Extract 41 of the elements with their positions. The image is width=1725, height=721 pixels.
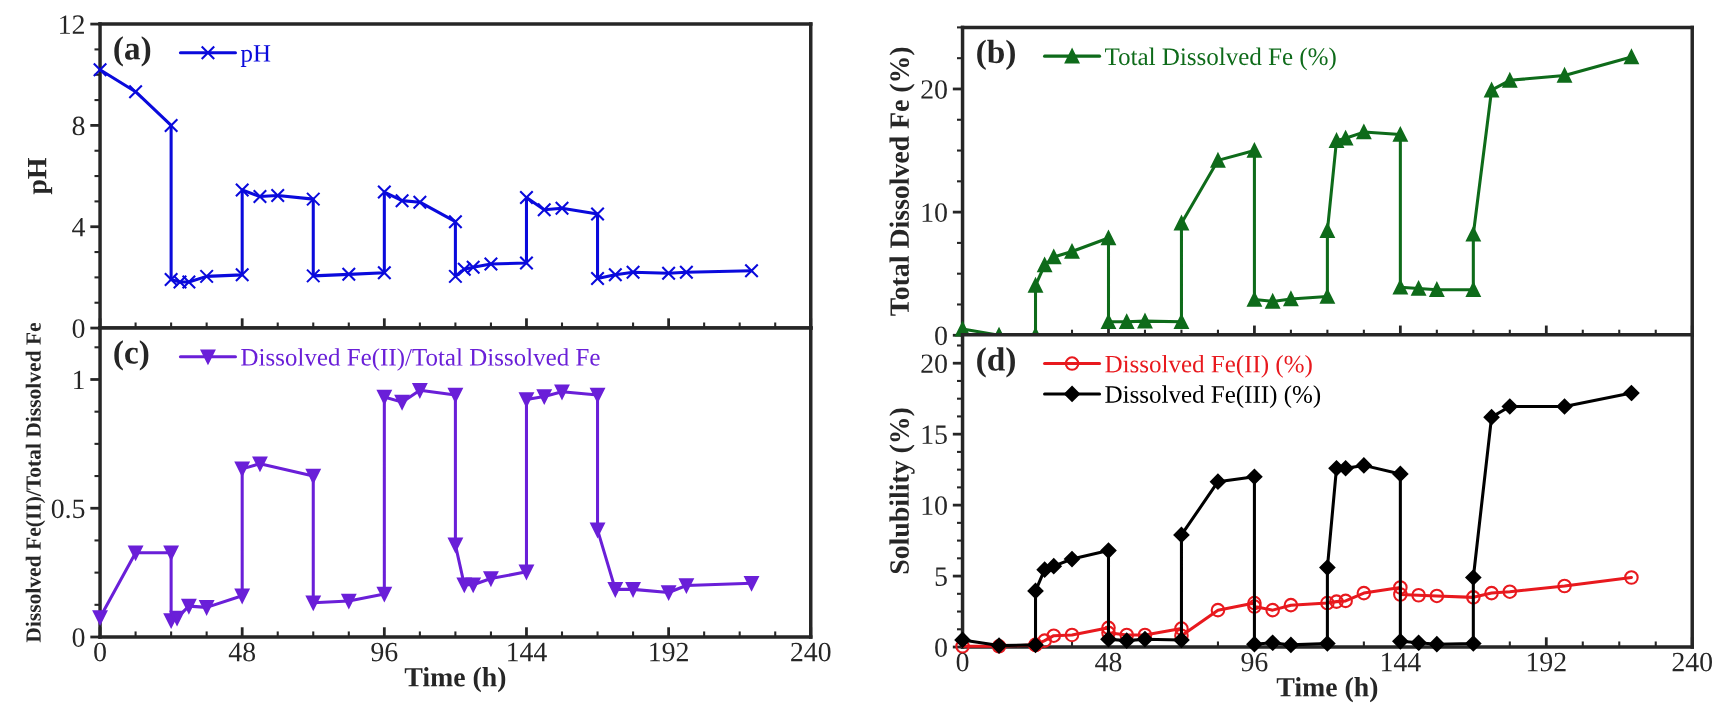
y-tick-label: 0.5	[51, 499, 85, 519]
y-tick-label: 10	[922, 496, 947, 516]
y-axis-title: Dissolved Fe(II)/Total Dissolved Fe	[25, 322, 46, 643]
x-tick-label: 96	[371, 642, 398, 662]
y-tick-label: 0	[935, 326, 947, 346]
x-tick-label: 48	[228, 642, 256, 662]
legend-label: Dissolved Fe(III) (%)	[1105, 385, 1321, 408]
y-tick-label: 8	[72, 116, 85, 136]
legend-label: Dissolved Fe(II) (%)	[1105, 354, 1312, 378]
y-axis-title: Total Dissolved Fe (%)	[889, 47, 915, 316]
x-tick-label: 0	[956, 652, 969, 672]
x-tick-label: 240	[1672, 652, 1712, 672]
y-tick-label: 20	[921, 354, 947, 374]
y-axis-title: pH	[28, 158, 53, 195]
x-tick-label: 48	[1095, 652, 1122, 672]
y-tick-label: 5	[935, 567, 947, 586]
x-tick-label: 192	[650, 642, 688, 662]
legend-label: Dissolved Fe(II)/Total Dissolved Fe	[241, 348, 600, 371]
y-axis-title: Solubility (%)	[889, 408, 915, 574]
x-tick-label: 240	[791, 642, 831, 662]
x-tick-label: 0	[94, 642, 106, 662]
y-tick-label: 0	[72, 628, 85, 647]
legend-label: Total Dissolved Fe (%)	[1105, 47, 1336, 71]
y-tick-label: 12	[60, 15, 84, 34]
y-tick-label: 4	[72, 218, 86, 237]
x-tick-label: 144	[1381, 652, 1421, 672]
y-tick-label: 20	[921, 80, 947, 99]
x-tick-label: 192	[1527, 652, 1566, 672]
y-tick-label: 15	[922, 425, 947, 445]
annotation: (b)	[977, 39, 1015, 70]
y-tick-label: 10	[922, 203, 947, 223]
annotation: (d)	[977, 347, 1015, 378]
x-tick-label: 144	[508, 642, 547, 662]
annotation: (c)	[114, 340, 149, 371]
legend-label: pH	[240, 45, 271, 67]
y-tick-label: 1	[74, 370, 84, 390]
x-tick-label: 96	[1241, 652, 1268, 672]
x-axis-title: Time (h)	[1276, 677, 1378, 703]
x-axis-title: Time (h)	[404, 667, 506, 693]
y-tick-label: 0	[72, 319, 85, 338]
annotation: (a)	[114, 36, 151, 67]
